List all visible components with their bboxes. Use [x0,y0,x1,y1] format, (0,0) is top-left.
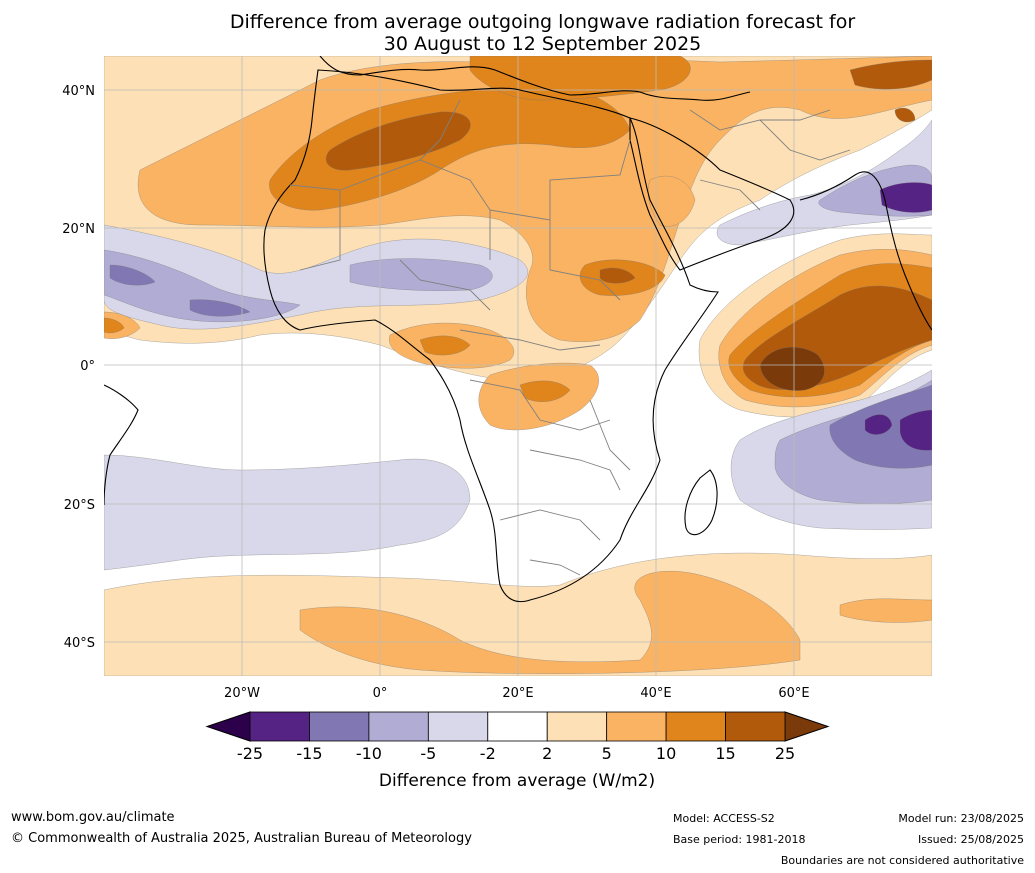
negative-anomaly-region [899,409,932,451]
positive-anomaly-region [299,570,801,674]
latitude-tick-label: 40°S [64,636,95,651]
latitude-tick-label: 0° [80,359,95,374]
disclaimer-text: Boundaries are not considered authoritat… [780,854,1024,867]
longitude-tick-label: 20°W [224,686,260,701]
colorbar-tick-label: 10 [656,744,676,763]
positive-anomaly-region [839,598,932,623]
colorbar-segment [725,711,786,742]
negative-anomaly-region [109,264,156,286]
positive-anomaly-region [325,111,471,171]
positive-anomaly-region [104,317,125,334]
country-borders [289,99,851,576]
madagascar-coastline [684,469,718,536]
colorbar-segment [309,711,370,742]
negative-anomaly-region [104,249,301,323]
latitude-tick-label: 20°S [64,498,95,513]
negative-anomaly-region [864,414,893,435]
colorbar-tick-label: 25 [775,744,795,763]
longitude-tick-label: 20°E [502,686,533,701]
colorbar-over-arrow [784,711,830,742]
website-link[interactable]: www.bom.gov.au/climate [11,810,175,825]
colorbar-tick-label: -25 [237,744,263,763]
title-line-1: Difference from average outgoing longwav… [229,11,856,33]
negative-anomaly-region [349,258,493,291]
colorbar-under-arrow [205,711,251,742]
positive-anomaly-region [599,267,636,284]
longitude-tick-label: 40°E [640,686,671,701]
colorbar-segment [368,711,429,742]
copyright-text: © Commonwealth of Australia 2025, Austra… [11,831,472,846]
colorbar-tick-label: -5 [420,744,436,763]
negative-anomaly-region [104,454,471,571]
latitude-labels: 40°N 20°N 0° 20°S 40°S [62,84,95,651]
positive-anomaly-region [894,107,916,123]
colorbar-segment [487,711,548,742]
negative-anomaly-region [189,299,251,317]
model-run-text: Model run: 23/08/2025 [898,812,1024,825]
colorbar-tick-label: -2 [480,744,496,763]
colorbar-tick-label: -15 [296,744,322,763]
latitude-tick-label: 20°N [62,222,95,237]
colorbar-segment [665,711,726,742]
base-period-text: Base period: 1981-2018 [673,833,806,846]
latitude-tick-label: 40°N [62,84,95,99]
europe-coastline [319,56,751,101]
asia-coastline [799,171,932,331]
colorbar: -25 -15 -10 -5 -2 2 5 10 15 25 [205,711,830,763]
map-area [104,56,932,676]
colorbar-segment [427,711,489,742]
colorbar-title: Difference from average (W/m2) [379,771,655,791]
chart-title: Difference from average outgoing longwav… [0,11,1035,55]
colorbar-segment [606,711,667,742]
title-line-2: 30 August to 12 September 2025 [383,33,702,55]
colorbar-tick-label: 2 [542,744,552,763]
longitude-labels: 20°W 0° 20°E 40°E 60°E [224,686,810,701]
positive-anomaly-region [419,335,471,356]
positive-anomaly-region [759,346,825,391]
colorbar-tick-label: 15 [715,744,735,763]
negative-anomaly-region [879,182,932,213]
issued-text: Issued: 25/08/2025 [917,833,1024,846]
colorbar-tick-label: 5 [602,744,612,763]
arabia-coastline [629,117,795,271]
colorbar-segment [546,711,608,742]
longitude-tick-label: 60°E [778,686,809,701]
model-text: Model: ACCESS-S2 [673,812,775,825]
positive-anomaly-region [269,84,631,211]
positive-anomaly-region [849,59,932,90]
positive-anomaly-region [519,380,571,402]
colorbar-segment [249,711,310,742]
longitude-tick-label: 0° [373,686,388,701]
south-america-coastline [104,384,139,506]
colorbar-tick-label: -10 [356,744,382,763]
positive-anomaly-region [647,175,696,227]
